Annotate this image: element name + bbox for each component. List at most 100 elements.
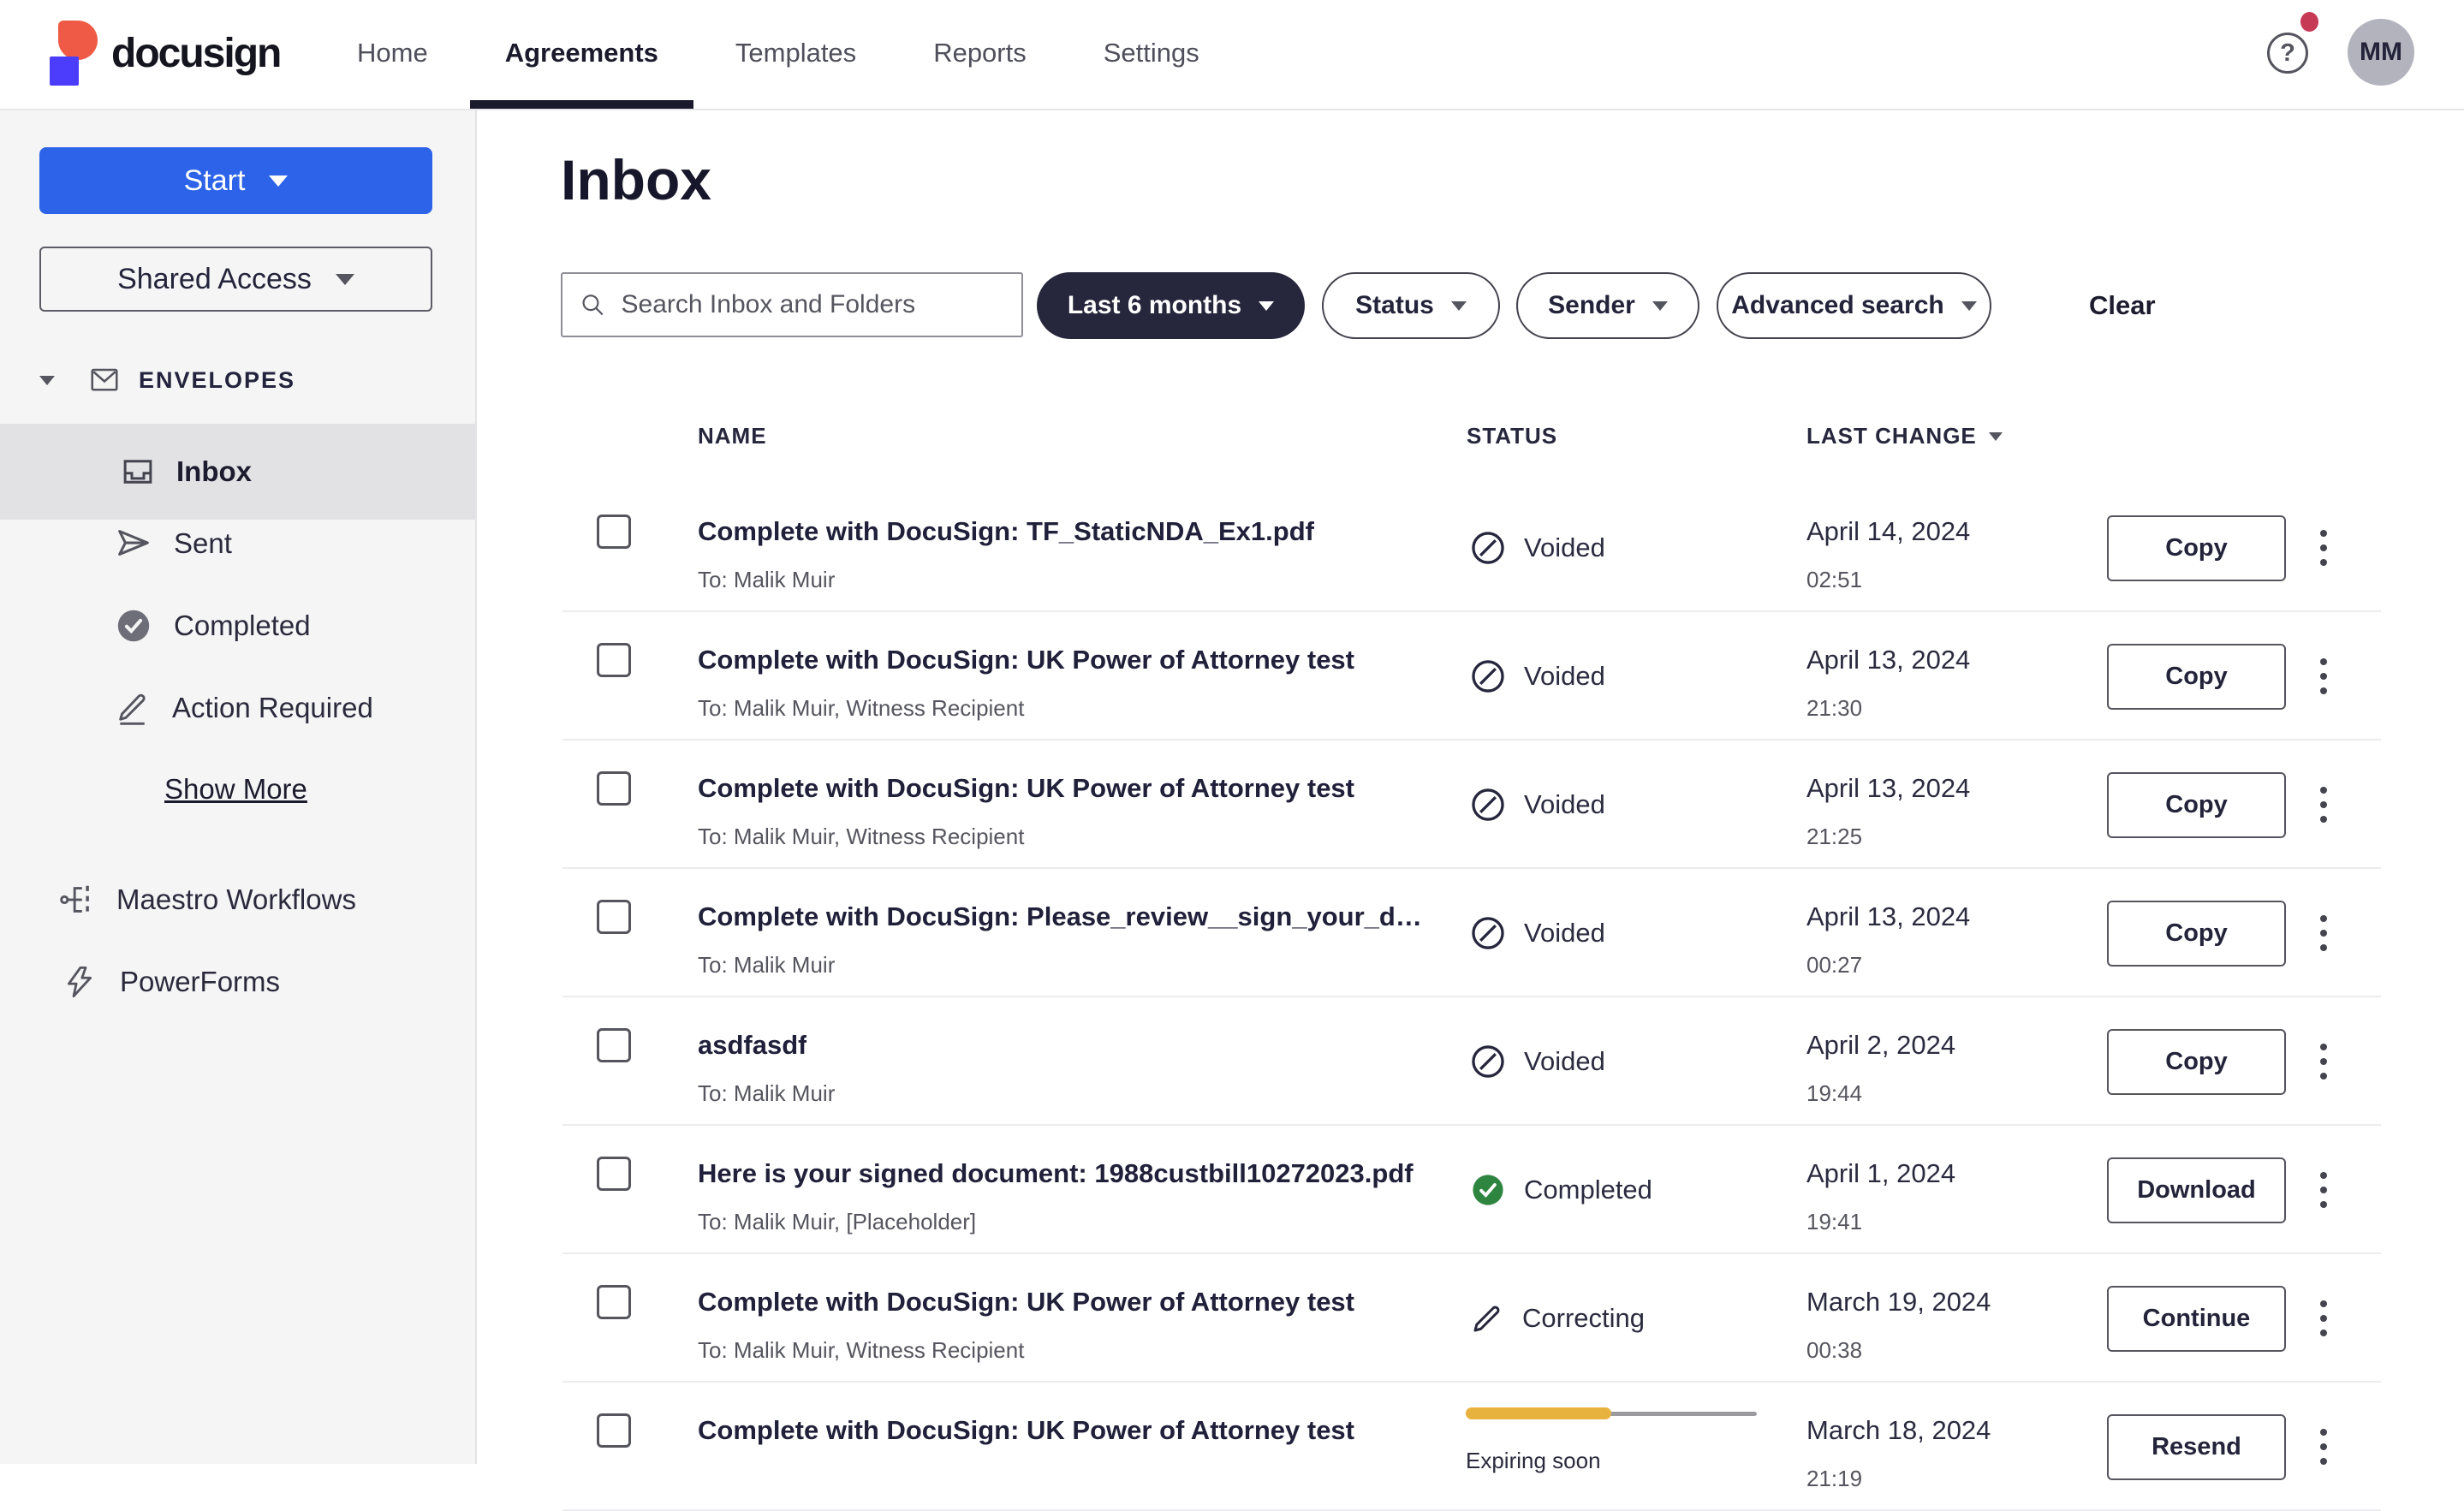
- row-action-button[interactable]: Copy: [2107, 1029, 2286, 1095]
- search-input[interactable]: [619, 289, 1006, 320]
- row-action-button[interactable]: Copy: [2107, 644, 2286, 710]
- last-change-date: April 13, 2024: [1806, 901, 1971, 931]
- envelope-name[interactable]: Complete with DocuSign: Please_review__s…: [698, 901, 1421, 931]
- advanced-search-filter[interactable]: Advanced search: [1717, 272, 1991, 339]
- row-action-button[interactable]: Resend: [2107, 1414, 2286, 1480]
- row-checkbox[interactable]: [597, 771, 631, 806]
- row-action-button[interactable]: Copy: [2107, 772, 2286, 838]
- last-change-time: 19:44: [1806, 1080, 1863, 1106]
- sidebar-item-completed[interactable]: Completed: [0, 595, 475, 657]
- sidebar-item-inbox[interactable]: Inbox: [0, 424, 475, 520]
- nav-agreements[interactable]: Agreements: [467, 0, 697, 109]
- row-action-button[interactable]: Copy: [2107, 515, 2286, 581]
- docusign-logo[interactable]: docusign: [50, 19, 282, 87]
- chevron-down-icon: [1961, 300, 1977, 311]
- envelope-name[interactable]: Complete with DocuSign: UK Power of Atto…: [698, 1415, 1354, 1445]
- voided-icon: [1469, 786, 1507, 824]
- envelope-name[interactable]: Complete with DocuSign: TF_StaticNDA_Ex1…: [698, 516, 1314, 546]
- nav-reports[interactable]: Reports: [933, 38, 1027, 68]
- last-change-time: 21:19: [1806, 1466, 1863, 1491]
- date-range-filter[interactable]: Last 6 months: [1037, 272, 1305, 339]
- last-change-time: 21:30: [1806, 695, 1863, 721]
- kebab-menu-icon[interactable]: [2312, 1126, 2336, 1254]
- envelope-row: Complete with DocuSign: UK Power of Atto…: [562, 1383, 2381, 1511]
- clear-filters-button[interactable]: Clear: [2089, 290, 2156, 320]
- sidebar-item-maestro-workflows[interactable]: Maestro Workflows: [0, 869, 475, 931]
- envelope-name[interactable]: Complete with DocuSign: UK Power of Atto…: [698, 1287, 1354, 1317]
- last-change-date: April 1, 2024: [1806, 1158, 1956, 1188]
- page-title: Inbox: [561, 148, 711, 211]
- envelope-recipients: To: Malik Muir, [Placeholder]: [698, 1209, 977, 1234]
- row-checkbox[interactable]: [597, 515, 631, 549]
- last-change-date: April 2, 2024: [1806, 1030, 1956, 1060]
- sidebar-item-action-required[interactable]: Action Required: [0, 677, 475, 739]
- column-header-status[interactable]: STATUS: [1467, 423, 1558, 449]
- sender-filter[interactable]: Sender: [1516, 272, 1699, 339]
- kebab-menu-icon[interactable]: [2312, 741, 2336, 869]
- sidebar-item-sent[interactable]: Sent: [0, 513, 475, 574]
- row-checkbox[interactable]: [597, 1285, 631, 1319]
- kebab-menu-icon[interactable]: [2312, 997, 2336, 1126]
- logo-red-shape: [58, 21, 98, 60]
- progress-fill: [1466, 1407, 1611, 1419]
- envelope-name[interactable]: Here is your signed document: 1988custbi…: [698, 1158, 1414, 1188]
- kebab-menu-icon[interactable]: [2312, 1254, 2336, 1383]
- start-button[interactable]: Start: [39, 147, 432, 214]
- status-inline: Voided: [1469, 741, 1605, 869]
- column-header-last-change[interactable]: LAST CHANGE: [1806, 423, 2003, 449]
- status-expiring: Expiring soon: [1466, 1407, 1757, 1474]
- column-header-name[interactable]: NAME: [698, 423, 767, 449]
- nav-settings[interactable]: Settings: [1103, 38, 1199, 68]
- last-change-time: 21:25: [1806, 824, 1863, 849]
- sort-caret-down-icon: [1988, 431, 2003, 441]
- status-inline: Voided: [1469, 869, 1605, 997]
- status-label: Voided: [1524, 1046, 1605, 1076]
- row-checkbox[interactable]: [597, 900, 631, 934]
- kebab-menu-icon[interactable]: [2312, 484, 2336, 612]
- envelope-recipients: To: Malik Muir: [698, 1080, 836, 1106]
- envelope-recipients: To: Malik Muir, Witness Recipient: [698, 695, 1025, 721]
- chevron-down-icon: [1450, 300, 1467, 311]
- top-navigation-bar: docusign Home Agreements Templates Repor…: [0, 0, 2464, 110]
- row-checkbox[interactable]: [597, 1413, 631, 1448]
- completed-icon: [1469, 1171, 1507, 1209]
- shared-access-button[interactable]: Shared Access: [39, 247, 432, 312]
- search-box: [561, 272, 1023, 337]
- sidebar-item-label: PowerForms: [120, 966, 281, 997]
- row-action-button[interactable]: Copy: [2107, 901, 2286, 967]
- help-icon[interactable]: ?: [2267, 33, 2308, 74]
- envelope-icon: [91, 368, 118, 391]
- shared-access-label: Shared Access: [117, 262, 312, 295]
- nav-templates[interactable]: Templates: [735, 38, 857, 68]
- status-inline: Completed: [1469, 1126, 1652, 1254]
- envelope-row: asdfasdf To: Malik Muir Voided: [562, 997, 2381, 1126]
- voided-icon: [1469, 657, 1507, 695]
- status-inline: Voided: [1469, 997, 1605, 1126]
- voided-icon: [1469, 914, 1507, 952]
- nav-home[interactable]: Home: [357, 38, 428, 68]
- row-checkbox[interactable]: [597, 643, 631, 677]
- envelopes-section-header[interactable]: ENVELOPES: [0, 357, 475, 403]
- envelope-name[interactable]: asdfasdf: [698, 1030, 807, 1060]
- row-action-button[interactable]: Download: [2107, 1157, 2286, 1223]
- kebab-menu-icon[interactable]: [2312, 869, 2336, 997]
- avatar[interactable]: MM: [2348, 19, 2414, 86]
- envelope-name[interactable]: Complete with DocuSign: UK Power of Atto…: [698, 645, 1354, 675]
- paper-plane-icon: [118, 530, 149, 556]
- correcting-pen-icon: [1469, 1300, 1505, 1336]
- show-more-link[interactable]: Show More: [0, 758, 475, 820]
- status-filter-label: Status: [1355, 291, 1434, 319]
- row-checkbox[interactable]: [597, 1157, 631, 1191]
- row-checkbox[interactable]: [597, 1028, 631, 1062]
- row-action-button[interactable]: Continue: [2107, 1286, 2286, 1352]
- sidebar-item-powerforms[interactable]: PowerForms: [0, 951, 475, 1013]
- kebab-menu-icon[interactable]: [2312, 1383, 2336, 1511]
- status-label: Voided: [1524, 918, 1605, 948]
- status-filter[interactable]: Status: [1322, 272, 1500, 339]
- envelope-recipients: To: Malik Muir: [698, 567, 836, 592]
- primary-nav: Home Agreements Templates Reports Settin…: [318, 0, 1238, 109]
- kebab-menu-icon[interactable]: [2312, 612, 2336, 741]
- collapse-caret-icon[interactable]: [39, 375, 55, 385]
- status-label: Voided: [1524, 532, 1605, 562]
- envelope-name[interactable]: Complete with DocuSign: UK Power of Atto…: [698, 773, 1354, 803]
